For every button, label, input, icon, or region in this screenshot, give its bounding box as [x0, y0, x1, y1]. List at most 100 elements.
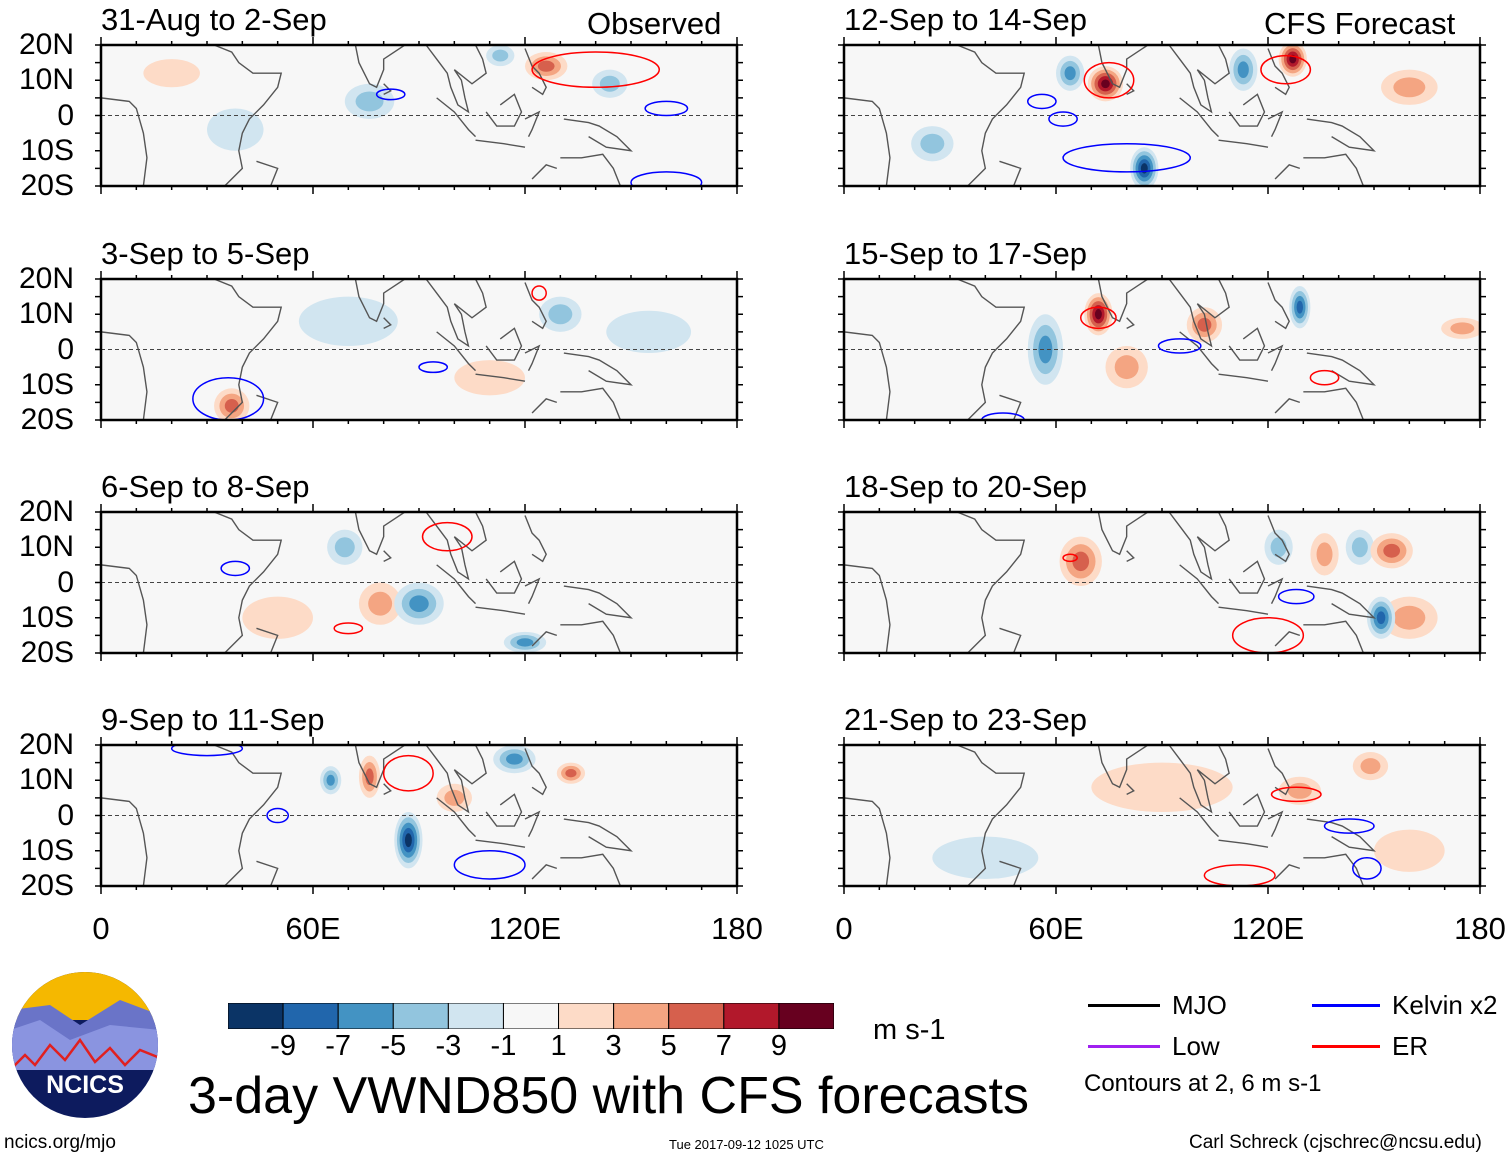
legend-label: Low — [1172, 1031, 1220, 1061]
coastline — [337, 45, 406, 89]
coastline — [383, 783, 392, 795]
observed-header: Observed — [587, 6, 722, 41]
map-panel — [838, 504, 1486, 661]
coastline — [1126, 317, 1135, 329]
colorbar-swatch — [668, 1003, 725, 1029]
wind-anomaly-blob — [355, 91, 384, 112]
ncics-logo: NCICS — [12, 972, 158, 1118]
coastline — [425, 745, 487, 814]
coastline — [1274, 631, 1301, 647]
coastline — [101, 331, 148, 420]
coastline — [213, 279, 283, 420]
wind-anomaly-blob — [932, 836, 1039, 879]
kelvin-contour — [1048, 111, 1078, 127]
coastline — [1218, 373, 1269, 382]
coastline — [1306, 818, 1376, 852]
wind-anomaly-blob — [207, 108, 264, 151]
coastline — [383, 550, 392, 562]
colorbar — [228, 1003, 834, 1029]
coastline — [1303, 387, 1365, 420]
coastline — [560, 387, 622, 420]
coastline — [1126, 783, 1135, 795]
colorbar-swatch — [228, 1003, 284, 1029]
kelvin-contour — [375, 88, 406, 101]
coastline — [524, 577, 541, 604]
kelvin-contour — [266, 807, 290, 824]
wind-anomaly-blob — [1197, 317, 1212, 332]
coastline — [1179, 97, 1220, 138]
panel-title: 6-Sep to 8-Sep — [101, 469, 310, 504]
coastline — [956, 45, 1026, 186]
coastline — [475, 373, 526, 382]
er-contour — [1083, 61, 1135, 99]
wind-anomaly-blob — [1393, 77, 1426, 98]
lon-label: 0 — [92, 911, 110, 946]
lat-label: 20S — [20, 169, 74, 202]
kelvin-contour — [1026, 93, 1057, 110]
timestamp: Tue 2017-09-12 1025 UTC — [669, 1137, 824, 1152]
coastline — [1080, 745, 1149, 789]
figure-title: 3-day VWND850 with CFS forecasts — [188, 1067, 1029, 1125]
coastline — [524, 748, 547, 796]
wind-anomaly-blob — [334, 537, 355, 558]
er-contour — [1079, 306, 1117, 330]
er-contour — [382, 754, 434, 792]
lon-label: 0 — [835, 911, 853, 946]
coastline — [844, 331, 891, 420]
lat-label: 10N — [18, 63, 74, 97]
coastline — [256, 860, 279, 886]
mjo-line-swatch — [1088, 1004, 1160, 1007]
kelvin-contour — [170, 745, 244, 757]
wind-anomaly-blob — [1351, 537, 1368, 558]
wind-anomaly-blob — [1316, 542, 1333, 567]
wind-anomaly-blob — [1114, 355, 1139, 380]
lon-label: 60E — [1028, 911, 1084, 946]
coastline — [1080, 45, 1149, 89]
colorbar-tick-label: 3 — [605, 1030, 622, 1062]
kelvin-contour — [1352, 857, 1382, 880]
coastline — [1306, 118, 1376, 152]
wind-anomaly-blob — [1287, 782, 1312, 799]
coastline — [383, 317, 392, 329]
legend-label: Kelvin x2 — [1392, 990, 1498, 1020]
map-panel — [95, 271, 743, 428]
coastline — [101, 564, 148, 653]
coastline — [1267, 810, 1284, 837]
colorbar-swatch — [282, 1003, 339, 1029]
coastline — [485, 327, 523, 361]
wind-anomaly-blob — [1038, 335, 1053, 364]
coastline — [560, 620, 622, 653]
coastline — [1218, 839, 1269, 848]
wind-anomaly-blob — [404, 833, 412, 848]
colorbar-tick-label: 7 — [715, 1030, 732, 1062]
coastline — [436, 97, 477, 138]
coastline — [1303, 620, 1365, 653]
wind-anomaly-blob — [492, 49, 509, 62]
lat-label: 10N — [18, 530, 74, 564]
coastline — [1274, 164, 1301, 180]
wind-anomaly-blob — [606, 310, 692, 354]
coastline — [425, 512, 487, 581]
coastline — [999, 160, 1022, 186]
kelvin-contour — [644, 100, 689, 117]
wind-anomaly-blob — [1270, 537, 1287, 558]
map-panel — [95, 737, 743, 894]
coastline — [1126, 550, 1135, 562]
wind-anomaly-blob — [454, 360, 525, 396]
coastline — [1267, 344, 1284, 371]
svg-text:NCICS: NCICS — [46, 1071, 124, 1099]
coastline — [475, 839, 526, 848]
lat-label: 20S — [20, 403, 74, 436]
colorbar-swatch — [778, 1003, 834, 1029]
site-link[interactable]: ncics.org/mjo — [4, 1132, 116, 1153]
coastline — [475, 606, 526, 615]
contour-note: Contours at 2, 6 m s-1 — [1084, 1070, 1322, 1097]
coastline — [844, 564, 891, 653]
colorbar-swatch — [392, 1003, 449, 1029]
panel-title: 18-Sep to 20-Sep — [844, 469, 1088, 504]
kelvin-contour — [630, 171, 703, 186]
kelvin-line-swatch — [1312, 1004, 1380, 1007]
coastline — [844, 797, 891, 886]
lat-label: 0 — [57, 332, 74, 366]
lat-label: 10S — [20, 133, 74, 167]
